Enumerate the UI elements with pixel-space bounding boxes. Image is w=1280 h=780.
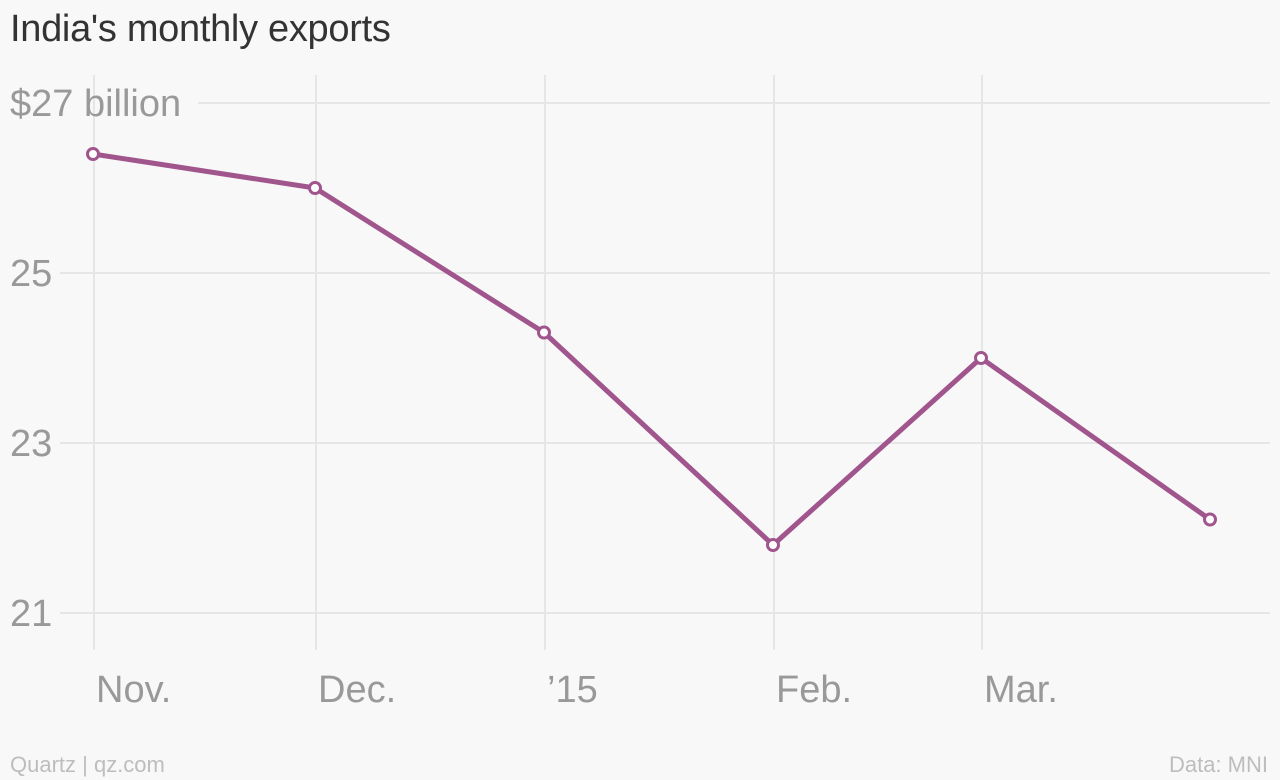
grid-layer (60, 75, 1270, 650)
x-tick-label: Dec. (318, 669, 396, 711)
chart-title: India's monthly exports (10, 8, 391, 50)
footer-source: Data: MNI (1168, 752, 1268, 777)
series-line (90, 151, 1213, 548)
x-tick-label: Nov. (96, 669, 171, 711)
series-layer (86, 147, 1217, 552)
x-tick-label: Feb. (776, 669, 852, 711)
data-point (537, 325, 551, 340)
data-point (308, 181, 322, 195)
y-tick-label: $27 billion (10, 83, 181, 125)
x-tick-label: ’15 (547, 669, 598, 711)
data-point (974, 351, 988, 365)
axis-labels: $27 billion 25 23 21 Nov. Dec. ’15 Feb. Mar. (10, 83, 1058, 711)
data-point (1203, 512, 1217, 527)
y-tick-label: 25 (10, 253, 52, 295)
x-tick-label: Mar. (984, 669, 1058, 711)
footer-credit: Quartz | qz.com (10, 752, 165, 777)
data-point (86, 147, 100, 161)
y-tick-label: 23 (10, 423, 52, 465)
data-point (766, 538, 780, 552)
y-tick-label: 21 (10, 593, 52, 635)
